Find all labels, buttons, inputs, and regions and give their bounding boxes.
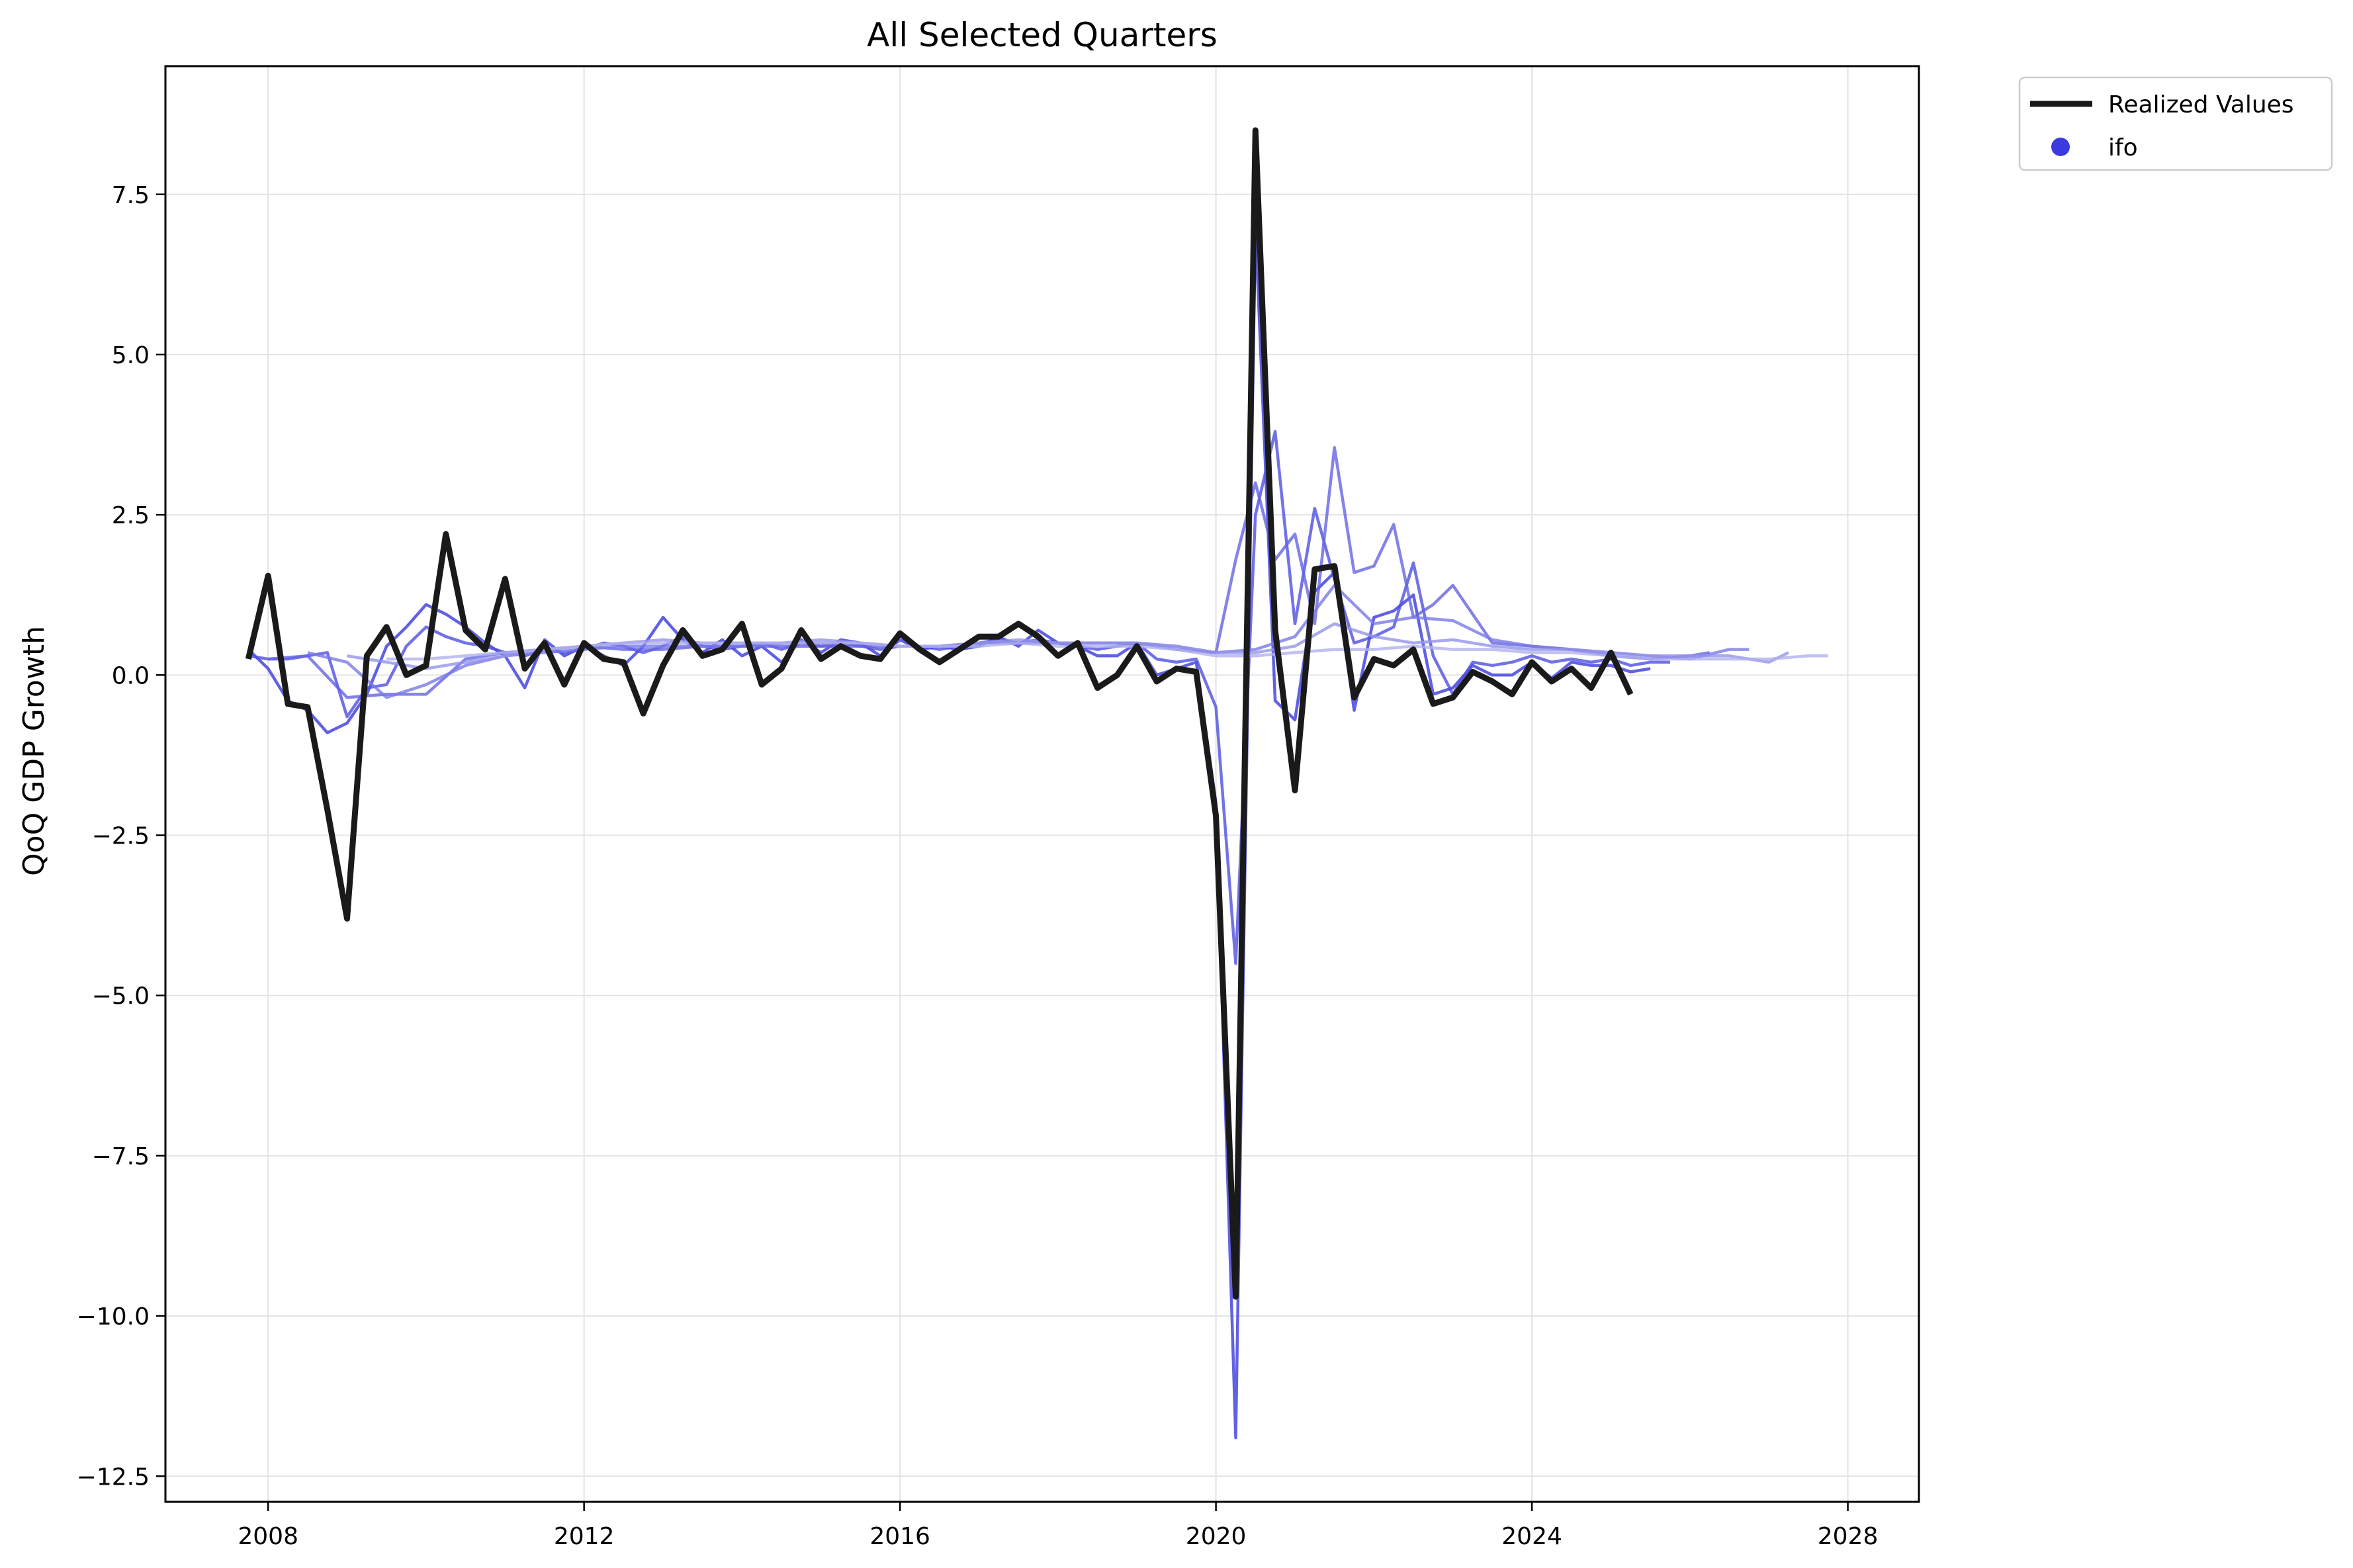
legend-label: ifo: [2108, 134, 2138, 161]
chart-title: All Selected Quarters: [867, 16, 1218, 54]
y-tick-label: 7.5: [112, 182, 150, 209]
y-tick-label: −2.5: [92, 823, 150, 850]
y-axis-label: QoQ GDP Growth: [17, 626, 51, 876]
y-tick-label: 5.0: [112, 342, 150, 369]
x-tick-label: 2028: [1818, 1523, 1879, 1550]
x-axis: 2008 2012 2016 2020 2024 2028: [238, 1502, 1878, 1550]
realized-series-group: [245, 127, 1634, 1300]
y-tick-label: −7.5: [92, 1143, 150, 1170]
x-tick-label: 2024: [1501, 1523, 1562, 1550]
y-tick-label: −5.0: [92, 983, 150, 1010]
legend-swatch-dot: [2051, 138, 2070, 156]
y-tick-label: −10.0: [77, 1303, 150, 1330]
legend-label: Realized Values: [2108, 91, 2294, 118]
x-tick-label: 2008: [238, 1523, 298, 1550]
plot-frame: [164, 65, 1920, 1503]
y-tick-label: −12.5: [77, 1463, 150, 1491]
plot-area: [245, 127, 1828, 1440]
x-tick-label: 2020: [1186, 1523, 1247, 1550]
y-tick-label: 0.0: [112, 662, 150, 689]
x-tick-label: 2012: [554, 1523, 615, 1550]
legend-box: [2018, 76, 2333, 171]
realized-values-line: [245, 127, 1634, 1300]
x-tick-label: 2016: [869, 1523, 930, 1550]
plot-grid: [165, 66, 1919, 1502]
y-tick-label: 2.5: [112, 502, 150, 529]
legend: Realized Values ifo: [2018, 76, 2333, 171]
y-axis: 7.5 5.0 2.5 0.0 −2.5 −5.0 −7.5 −10.0 −12.5: [77, 182, 165, 1491]
ifo-forecast-line: [386, 641, 1828, 661]
